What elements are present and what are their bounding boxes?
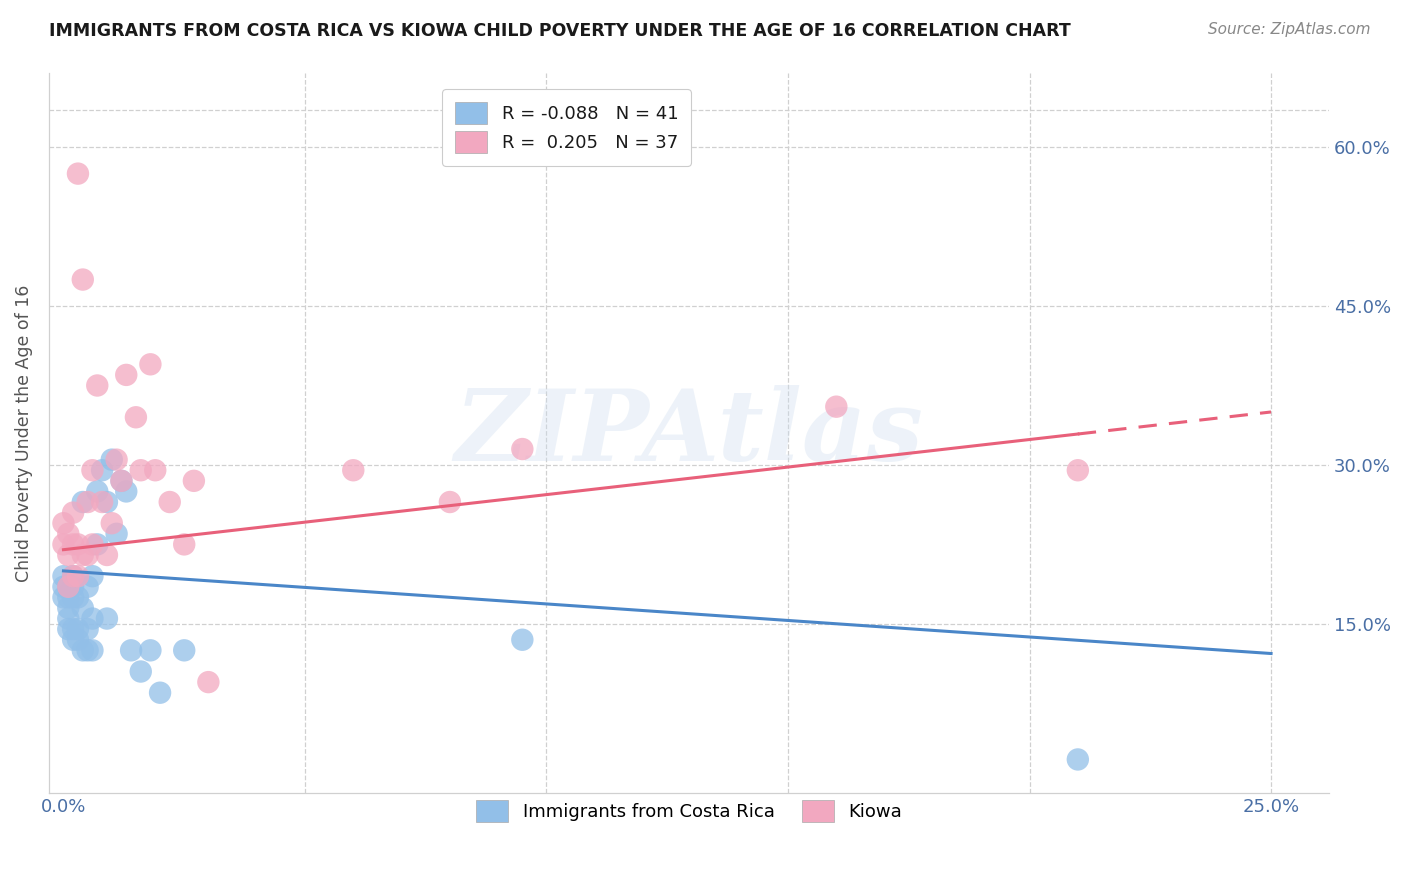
Point — [439, 495, 461, 509]
Point — [62, 569, 84, 583]
Point — [512, 442, 534, 456]
Point — [125, 410, 148, 425]
Point — [62, 537, 84, 551]
Point — [105, 526, 128, 541]
Point — [139, 357, 162, 371]
Point — [58, 548, 80, 562]
Point — [72, 272, 94, 286]
Point — [129, 463, 152, 477]
Point — [58, 622, 80, 636]
Point — [52, 591, 75, 605]
Text: IMMIGRANTS FROM COSTA RICA VS KIOWA CHILD POVERTY UNDER THE AGE OF 16 CORRELATIO: IMMIGRANTS FROM COSTA RICA VS KIOWA CHIL… — [49, 22, 1071, 40]
Point — [139, 643, 162, 657]
Point — [52, 537, 75, 551]
Point — [62, 569, 84, 583]
Point — [100, 516, 122, 531]
Point — [86, 484, 108, 499]
Point — [58, 580, 80, 594]
Point — [58, 611, 80, 625]
Point — [110, 474, 132, 488]
Point — [512, 632, 534, 647]
Point — [72, 601, 94, 615]
Point — [120, 643, 142, 657]
Point — [52, 580, 75, 594]
Point — [173, 643, 195, 657]
Point — [173, 537, 195, 551]
Point — [72, 495, 94, 509]
Point — [143, 463, 166, 477]
Point — [66, 167, 89, 181]
Point — [76, 580, 98, 594]
Point — [58, 591, 80, 605]
Point — [183, 474, 205, 488]
Point — [197, 675, 219, 690]
Point — [1067, 463, 1090, 477]
Legend: Immigrants from Costa Rica, Kiowa: Immigrants from Costa Rica, Kiowa — [463, 788, 915, 835]
Point — [86, 537, 108, 551]
Point — [82, 611, 104, 625]
Point — [159, 495, 181, 509]
Point — [66, 591, 89, 605]
Point — [82, 463, 104, 477]
Point — [66, 622, 89, 636]
Point — [52, 516, 75, 531]
Point — [115, 484, 138, 499]
Point — [62, 506, 84, 520]
Point — [1067, 752, 1090, 766]
Point — [62, 580, 84, 594]
Point — [342, 463, 364, 477]
Point — [115, 368, 138, 382]
Text: ZIPAtlas: ZIPAtlas — [454, 385, 924, 482]
Point — [96, 495, 118, 509]
Point — [91, 463, 114, 477]
Y-axis label: Child Poverty Under the Age of 16: Child Poverty Under the Age of 16 — [15, 285, 32, 582]
Point — [58, 601, 80, 615]
Point — [105, 452, 128, 467]
Point — [62, 591, 84, 605]
Point — [76, 548, 98, 562]
Point — [52, 569, 75, 583]
Point — [72, 548, 94, 562]
Point — [76, 495, 98, 509]
Point — [82, 569, 104, 583]
Point — [62, 632, 84, 647]
Point — [58, 526, 80, 541]
Point — [91, 495, 114, 509]
Point — [100, 452, 122, 467]
Point — [86, 378, 108, 392]
Point — [96, 548, 118, 562]
Point — [76, 622, 98, 636]
Point — [82, 643, 104, 657]
Point — [66, 632, 89, 647]
Text: Source: ZipAtlas.com: Source: ZipAtlas.com — [1208, 22, 1371, 37]
Point — [96, 611, 118, 625]
Point — [66, 537, 89, 551]
Point — [76, 643, 98, 657]
Point — [825, 400, 848, 414]
Point — [72, 643, 94, 657]
Point — [129, 665, 152, 679]
Point — [110, 474, 132, 488]
Point — [62, 622, 84, 636]
Point — [82, 537, 104, 551]
Point — [149, 686, 172, 700]
Point — [66, 569, 89, 583]
Point — [58, 580, 80, 594]
